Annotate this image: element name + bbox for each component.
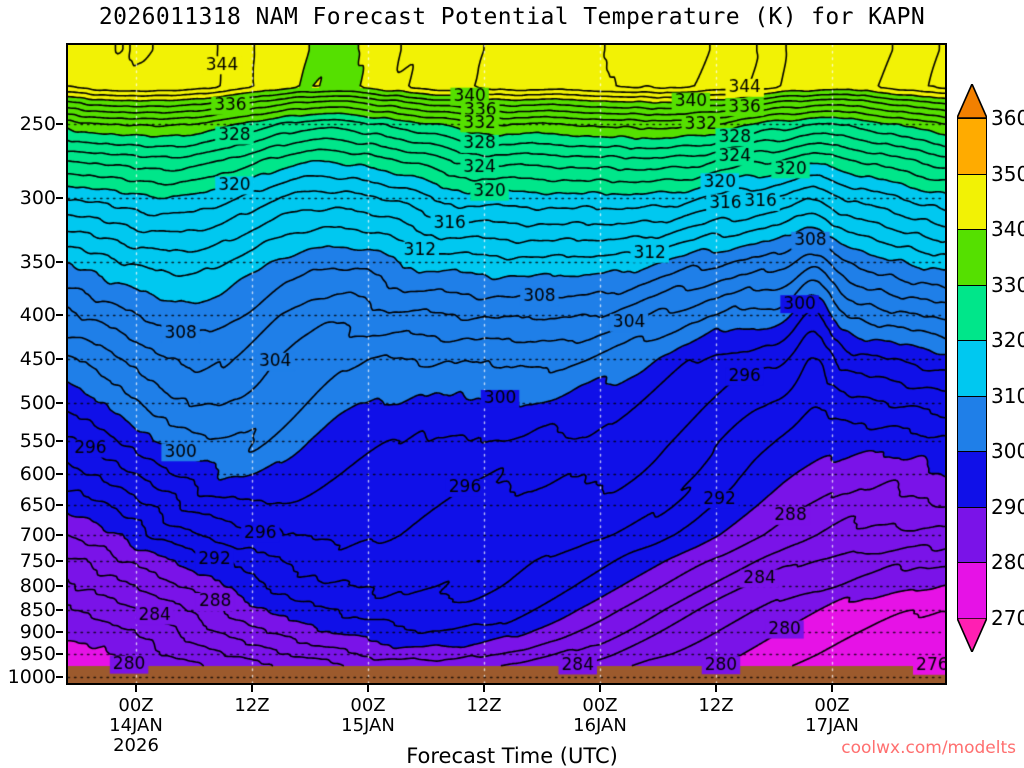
colorbar-segment — [957, 451, 987, 508]
x-axis-tick-label: 00Z 14JAN 2026 — [109, 696, 163, 756]
y-axis-tick-label: 800 — [19, 575, 56, 597]
y-axis-tick — [56, 440, 63, 442]
y-axis-tick-label: 500 — [19, 392, 56, 414]
x-tick-date: 16JAN — [573, 715, 627, 736]
y-axis-tick — [56, 504, 63, 506]
x-axis-tick-label: 12Z — [466, 696, 501, 716]
y-axis-tick — [56, 261, 63, 263]
y-axis-tick-label: 900 — [19, 621, 56, 643]
x-axis-tick — [599, 685, 601, 692]
x-axis-tick — [715, 685, 717, 692]
y-axis-tick-label: 600 — [19, 463, 56, 485]
y-axis-tick — [56, 123, 63, 125]
y-axis-tick-label: 1000 — [7, 666, 56, 688]
y-axis-tick — [56, 197, 63, 199]
y-axis-tick-label: 750 — [19, 550, 56, 572]
colorbar-segment — [957, 284, 987, 342]
x-axis-tick-label: 12Z — [698, 696, 733, 716]
x-axis-tick — [483, 685, 485, 692]
contour-canvas — [68, 45, 945, 683]
x-axis-tick-label: 12Z — [234, 696, 269, 716]
colorbar-tick-label: 300 — [991, 439, 1024, 464]
x-axis-tick — [251, 685, 253, 692]
y-axis-tick-label: 850 — [19, 599, 56, 621]
y-axis-tick — [56, 609, 63, 611]
y-axis-tick-label: 400 — [19, 304, 56, 326]
page-title: 2026011318 NAM Forecast Potential Temper… — [98, 4, 926, 30]
colorbar-segment — [957, 562, 987, 619]
y-axis-tick — [56, 676, 63, 678]
x-tick-time: 12Z — [698, 695, 734, 716]
colorbar-segment — [957, 340, 987, 397]
y-axis-tick — [56, 585, 63, 587]
colorbar-tick-label: 350 — [991, 161, 1024, 186]
x-tick-time: 00Z — [350, 695, 386, 716]
colorbar-segment — [957, 506, 987, 564]
colorbar-tick-label: 340 — [991, 217, 1024, 242]
colorbar-tick-label: 270 — [991, 606, 1024, 630]
y-axis-tick — [56, 314, 63, 316]
x-axis-tick — [367, 685, 369, 692]
colorbar-segment — [957, 395, 987, 453]
y-axis-tick-label: 550 — [19, 430, 56, 452]
x-axis-tick-label: 00Z 17JAN — [805, 696, 859, 736]
colorbar-tick-label: 310 — [991, 383, 1024, 408]
y-axis-tick — [56, 653, 63, 655]
y-axis-tick — [56, 473, 63, 475]
y-axis-tick-label: 300 — [19, 187, 56, 209]
colorbar: 360 350 340 330 320 310 300 290 280 270 — [955, 82, 1024, 654]
y-axis-tick — [56, 534, 63, 536]
x-tick-time: 00Z — [118, 695, 154, 716]
y-axis-tick — [56, 560, 63, 562]
chart-plot-area — [66, 43, 947, 685]
x-axis-tick-label: 00Z 15JAN — [341, 696, 395, 736]
y-axis-tick — [56, 402, 63, 404]
x-tick-time: 00Z — [582, 695, 618, 716]
watermark: coolwx.com/modelts — [841, 738, 1016, 758]
contour-field — [68, 45, 945, 683]
x-axis-tick — [135, 685, 137, 692]
y-axis-tick-label: 950 — [19, 643, 56, 665]
y-axis-tick — [56, 631, 63, 633]
colorbar-tick-label: 280 — [991, 550, 1024, 575]
colorbar-segment — [957, 173, 987, 231]
y-axis-tick-label: 250 — [19, 113, 56, 135]
x-axis-tick — [831, 685, 833, 692]
y-axis-tick-label: 350 — [19, 251, 56, 273]
x-axis-tick-label: 00Z 16JAN — [573, 696, 627, 736]
x-tick-date: 14JAN — [109, 715, 163, 736]
x-tick-date: 15JAN — [341, 715, 395, 736]
colorbar-segment — [957, 229, 987, 286]
y-axis-tick-label: 450 — [19, 348, 56, 370]
x-axis-label: Forecast Time (UTC) — [406, 744, 618, 768]
y-axis-tick-label: 650 — [19, 494, 56, 516]
colorbar-tick-label: 320 — [991, 328, 1024, 353]
colorbar-tick-label: 360 — [991, 106, 1024, 130]
x-tick-date: 17JAN — [805, 715, 859, 736]
y-axis-tick — [56, 358, 63, 360]
colorbar-tick-label: 330 — [991, 272, 1024, 297]
y-axis-tick-label: 700 — [19, 524, 56, 546]
x-tick-time: 12Z — [466, 695, 502, 716]
colorbar-tick-label: 290 — [991, 494, 1024, 519]
x-tick-time: 12Z — [234, 695, 270, 716]
x-tick-year: 2026 — [113, 735, 159, 756]
colorbar-arrow-bottom — [955, 617, 989, 654]
colorbar-arrow-top — [955, 82, 989, 119]
x-tick-time: 00Z — [814, 695, 850, 716]
colorbar-segment — [957, 118, 987, 175]
